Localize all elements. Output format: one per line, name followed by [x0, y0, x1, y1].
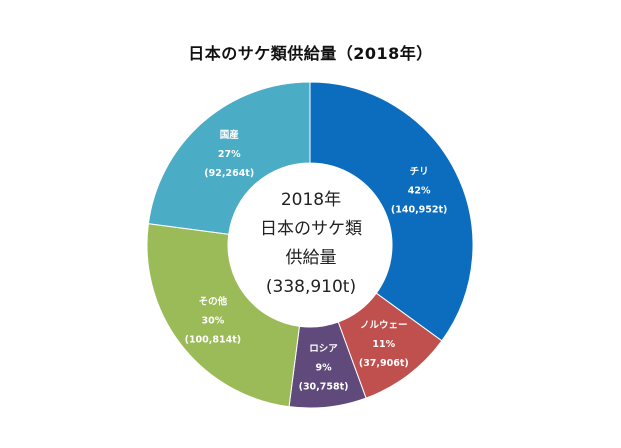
pie-slice: [147, 81, 311, 235]
slice-label-name: 国産: [220, 129, 240, 141]
slice-label-percent: 42%: [408, 185, 431, 196]
slice-label-name: ロシア: [309, 344, 338, 355]
slice-label-percent: 9%: [315, 363, 332, 374]
center-label-line: 2018年: [280, 190, 342, 210]
pie-slice: [309, 81, 474, 342]
slice-label-name: チリ: [410, 166, 429, 177]
slice-label-percent: 30%: [201, 316, 224, 327]
slice-label-amount: (30,758t): [299, 382, 349, 393]
slice-label-amount: (140,952t): [391, 204, 448, 215]
slice-label-percent: 27%: [218, 149, 241, 160]
slice-label-percent: 11%: [372, 339, 395, 350]
chart-title: 日本のサケ類供給量（2018年）: [188, 44, 433, 63]
slice-label-amount: (100,814t): [185, 335, 242, 346]
center-label: 2018年 日本のサケ類 供給量 (338,910t): [230, 186, 392, 302]
center-label-line: 日本のサケ類: [260, 219, 362, 239]
center-label-line: (338,910t): [265, 277, 357, 297]
slice-label-name: その他: [199, 296, 228, 308]
slice-label-amount: (37,906t): [359, 358, 409, 369]
slice-label-amount: (92,264t): [204, 168, 254, 179]
center-label-line: 供給量: [285, 248, 337, 268]
pie-slice: [146, 223, 301, 408]
slice-label-name: ノルウェー: [360, 320, 408, 331]
